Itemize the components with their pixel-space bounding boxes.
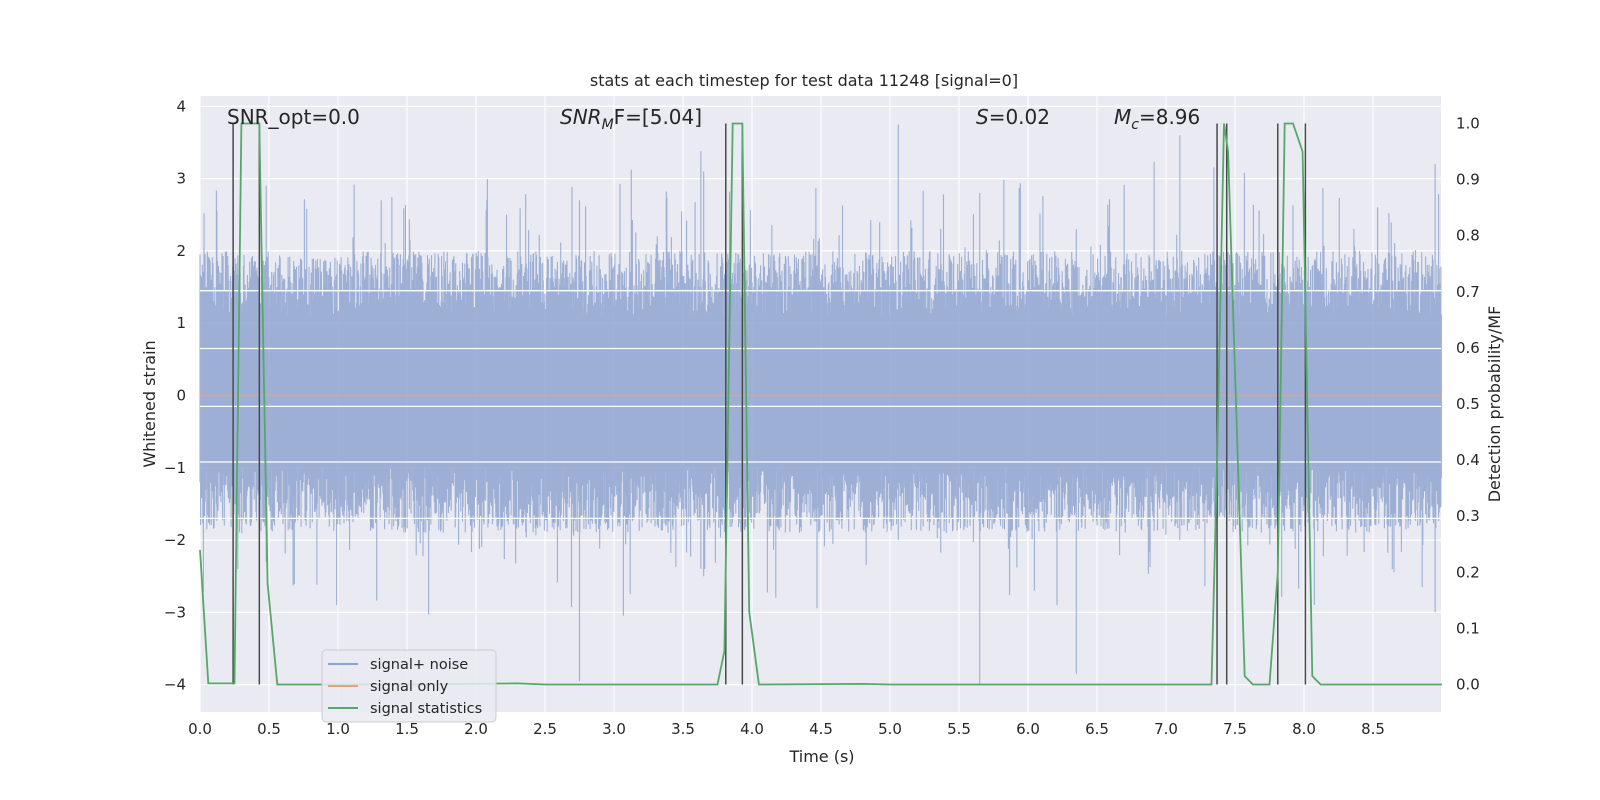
- legend-label: signal statistics: [370, 701, 482, 717]
- y-right-tick-label: 0.1: [1456, 619, 1480, 637]
- annotation-snr-opt: SNR_opt=0.0: [227, 105, 360, 129]
- y-tick-label: 2: [176, 242, 186, 260]
- x-tick-label: 1.5: [395, 720, 419, 738]
- x-tick-label: 8.0: [1292, 720, 1316, 738]
- legend: signal+ noise signal only signal statist…: [321, 649, 497, 723]
- y-tick-label: 0: [176, 387, 186, 405]
- y-tick-label: −2: [164, 531, 186, 549]
- y-tick-label: −1: [164, 459, 186, 477]
- y-right-tick-label: 0.2: [1456, 563, 1480, 581]
- annotation-mc: Mc=8.96: [1114, 105, 1200, 133]
- annotation-s-value: =0.02: [989, 105, 1050, 129]
- y-tick-label: 1: [176, 314, 186, 332]
- y-right-tick-label: 0.0: [1456, 676, 1480, 694]
- legend-item-signal-only: signal only: [328, 679, 449, 695]
- x-tick-label: 1.0: [326, 720, 350, 738]
- y-right-tick-label: 0.8: [1456, 227, 1480, 245]
- y-right-tick-label: 0.4: [1456, 451, 1480, 469]
- x-axis-label: Time (s): [788, 747, 854, 766]
- x-tick-label: 3.5: [671, 720, 695, 738]
- y-tick-labels: 4 3 2 1 0 −1 −2 −3 −4: [164, 97, 186, 693]
- vertical-markers: [232, 123, 1307, 685]
- annotation-mc-subscript: c: [1131, 117, 1139, 133]
- annotation-snr-mf-symbol: SNR: [560, 105, 602, 129]
- y-right-tick-label: 1.0: [1456, 115, 1480, 133]
- x-tick-label: 5.0: [878, 720, 902, 738]
- annotation-mc-value: =8.96: [1139, 105, 1200, 129]
- annotation-snr-mf: SNRMF=[5.04]: [560, 105, 702, 133]
- y-right-tick-labels: 1.0 0.9 0.8 0.7 0.6 0.5 0.4 0.3 0.2 0.1 0.0: [1456, 115, 1480, 694]
- annotation-mc-symbol: M: [1114, 105, 1131, 129]
- chart-title: stats at each timestep for test data 112…: [590, 71, 1018, 90]
- x-tick-label: 0.0: [188, 720, 212, 738]
- legend-item-signal-noise: signal+ noise: [328, 657, 468, 673]
- x-tick-labels: 0.0 0.5 1.0 1.5 2.0 2.5 3.0 3.5 4.0 4.5 5.0 5.5 6.0 6…: [188, 720, 1385, 738]
- x-tick-label: 6.5: [1085, 720, 1109, 738]
- legend-box: [321, 649, 497, 723]
- annotation-snr-mf-subscript: M: [602, 117, 614, 133]
- y-axis-label: Whitened strain: [140, 340, 159, 467]
- y-right-tick-label: 0.3: [1456, 507, 1480, 525]
- annotation-s: S=0.02: [976, 105, 1050, 129]
- y-tick-label: −4: [164, 676, 186, 694]
- y-tick-label: 3: [176, 170, 186, 188]
- y-tick-label: −3: [164, 603, 186, 621]
- x-tick-label: 8.5: [1361, 720, 1385, 738]
- x-tick-label: 2.5: [533, 720, 557, 738]
- x-tick-label: 3.0: [602, 720, 626, 738]
- legend-label: signal+ noise: [370, 657, 468, 673]
- legend-label: signal only: [370, 679, 449, 695]
- x-tick-label: 6.0: [1016, 720, 1040, 738]
- x-tick-label: 0.5: [257, 720, 281, 738]
- legend-item-signal-statistics: signal statistics: [328, 701, 482, 717]
- x-tick-label: 4.5: [809, 720, 833, 738]
- x-tick-label: 2.0: [464, 720, 488, 738]
- x-tick-label: 5.5: [947, 720, 971, 738]
- x-tick-label: 7.0: [1154, 720, 1178, 738]
- x-tick-label: 4.0: [740, 720, 764, 738]
- y-right-tick-label: 0.7: [1456, 283, 1480, 301]
- y-right-tick-label: 0.6: [1456, 339, 1480, 357]
- series-signal-statistics: [199, 122, 1442, 686]
- annotation-s-symbol: S: [976, 105, 989, 129]
- y-tick-label: 4: [176, 97, 186, 115]
- y-right-axis-label: Detection probability/MF: [1485, 306, 1504, 503]
- x-tick-label: 7.5: [1223, 720, 1247, 738]
- annotation-snr-mf-value: F=[5.04]: [614, 105, 702, 129]
- y-right-tick-label: 0.9: [1456, 171, 1480, 189]
- y-right-tick-label: 0.5: [1456, 395, 1480, 413]
